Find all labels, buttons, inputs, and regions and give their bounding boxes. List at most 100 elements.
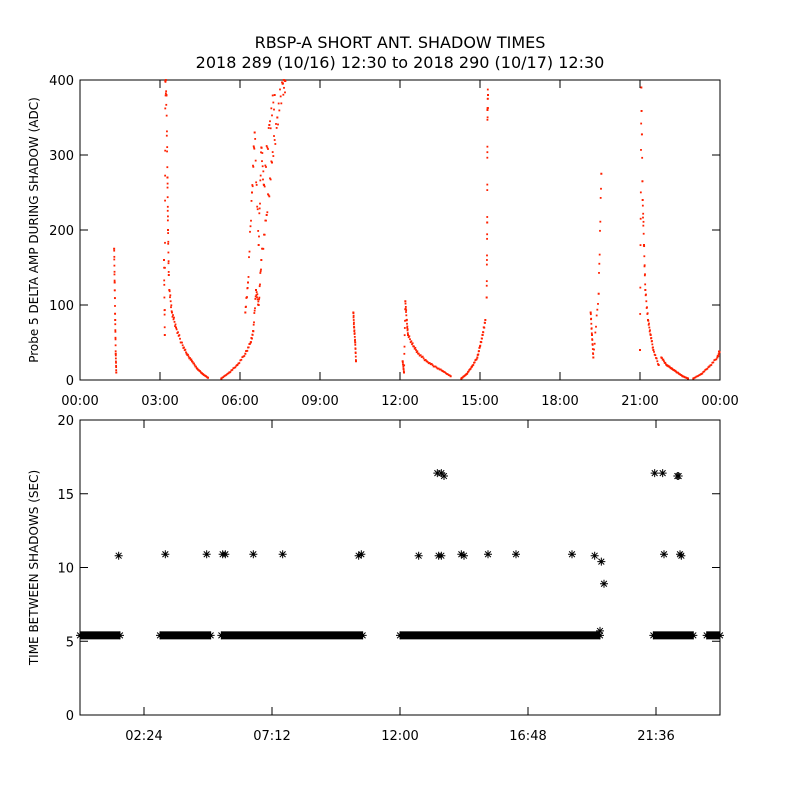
amp-point	[486, 237, 488, 240]
interval-point	[568, 550, 576, 559]
amp-point	[232, 367, 235, 370]
amp-point	[259, 272, 262, 274]
amp-point	[257, 230, 260, 232]
amp-point	[600, 172, 603, 175]
amp-point	[662, 358, 665, 361]
amp-point	[409, 338, 411, 341]
chart-title-line2: 2018 289 (10/16) 12:30 to 2018 290 (10/1…	[196, 53, 605, 72]
amp-y-tick-label: 0	[66, 374, 74, 389]
amp-point	[411, 342, 414, 345]
amp-point	[414, 346, 417, 349]
amp-point	[599, 220, 602, 223]
amp-point	[269, 178, 272, 181]
amp-point	[223, 375, 226, 377]
amp-point	[165, 103, 168, 106]
amp-point	[475, 358, 478, 361]
amp-point	[485, 280, 488, 283]
amp-point	[717, 355, 720, 358]
amp-point	[648, 326, 651, 329]
amp-point	[271, 114, 273, 117]
amp-point	[643, 264, 646, 267]
amp-point	[163, 259, 165, 261]
amp-point	[597, 292, 600, 295]
amp-point	[467, 370, 470, 373]
amp-point	[249, 343, 251, 345]
amp-point	[417, 352, 419, 355]
amp-point	[259, 202, 261, 205]
amp-point	[487, 107, 489, 109]
amp-point	[435, 366, 438, 369]
amp-point	[696, 375, 699, 378]
amp-point	[255, 184, 258, 186]
interval-y-tick-label: 15	[57, 488, 74, 503]
amp-point	[173, 320, 176, 323]
amp-point	[402, 368, 405, 371]
amp-point	[482, 331, 485, 334]
amp-point	[408, 335, 411, 338]
amp-point	[657, 363, 659, 365]
amp-point	[113, 273, 116, 276]
amp-point	[405, 309, 408, 312]
interval-baseline-point	[716, 631, 724, 640]
amp-series-spike-10	[352, 311, 357, 363]
amp-point	[256, 205, 259, 208]
amp-point	[164, 149, 167, 152]
amp-point	[199, 371, 202, 373]
amp-point	[481, 333, 484, 336]
amp-point	[591, 339, 594, 341]
amp-point	[249, 225, 252, 228]
amp-point	[409, 341, 412, 344]
amp-point	[598, 253, 601, 256]
amp-point	[404, 307, 407, 310]
interval-baseline-point	[358, 631, 367, 640]
amp-point	[596, 308, 599, 311]
amp-point	[486, 216, 489, 218]
amp-point	[590, 332, 593, 335]
amp-point	[641, 133, 643, 136]
interval-point	[590, 551, 599, 560]
interval-baseline-point	[649, 631, 658, 640]
amp-point	[115, 371, 118, 374]
amp-point	[164, 94, 167, 97]
amp-point	[166, 209, 169, 212]
interval-point	[677, 551, 686, 560]
amp-point	[641, 199, 644, 201]
amp-point	[654, 354, 657, 357]
amp-point	[593, 348, 595, 351]
amp-point	[698, 374, 701, 376]
amp-point	[404, 305, 407, 308]
amp-point	[670, 367, 673, 369]
amp-point	[639, 191, 642, 194]
amp-point	[167, 215, 169, 218]
amp-point	[220, 377, 223, 380]
interval-baseline-point	[689, 631, 698, 640]
amp-point	[406, 332, 409, 335]
amp-point	[486, 151, 489, 154]
amp-point	[403, 327, 406, 329]
amp-point	[651, 340, 653, 342]
interval-baseline-segment	[653, 631, 694, 640]
amp-point	[639, 349, 641, 351]
amp-x-tick-label: 09:00	[301, 394, 338, 409]
amp-point	[267, 127, 270, 129]
amp-point	[114, 323, 117, 326]
amp-x-tick-label: 18:00	[541, 394, 578, 409]
amp-frame	[79, 79, 721, 381]
amp-point	[260, 147, 263, 149]
amp-point	[484, 322, 486, 324]
amp-point	[653, 350, 655, 353]
amp-point	[661, 357, 663, 359]
amp-point	[420, 356, 423, 358]
amp-point	[257, 303, 259, 306]
amp-point	[405, 311, 407, 313]
amp-point	[433, 365, 436, 368]
amp-point	[114, 312, 117, 315]
amp-point	[234, 366, 237, 369]
amp-point	[175, 328, 178, 331]
amp-point	[272, 155, 275, 157]
amp-point	[267, 193, 269, 196]
amp-point	[252, 164, 254, 167]
amp-point	[265, 166, 267, 168]
amp-point	[598, 272, 600, 274]
amp-point	[251, 184, 254, 186]
